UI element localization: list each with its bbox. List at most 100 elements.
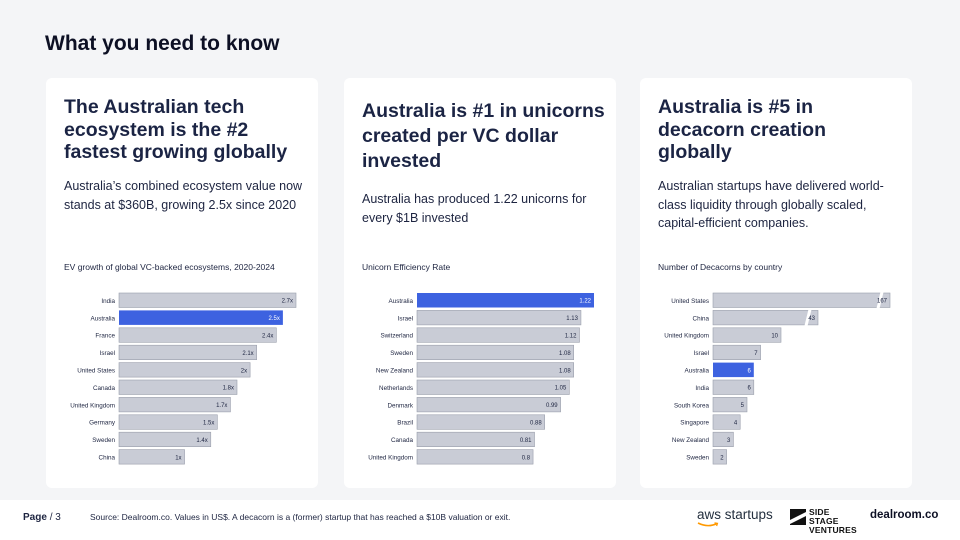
data-label-australia: 1.22 — [579, 299, 591, 305]
category-label-china: China — [99, 454, 116, 461]
category-label-new-zealand: New Zealand — [672, 437, 710, 444]
data-label-israel: 7 — [754, 351, 758, 357]
category-label-new-zealand: New Zealand — [376, 367, 414, 374]
bar-germany — [118, 414, 218, 430]
category-label-canada: Canada — [391, 437, 414, 444]
chart-title: Number of Decacorns by country — [658, 262, 783, 272]
category-label-sweden: Sweden — [390, 350, 413, 357]
aws-startups-logo: aws startups — [697, 507, 773, 527]
category-label-canada: Canada — [93, 385, 116, 392]
data-label-canada: 1.8x — [223, 386, 234, 392]
category-label-india: India — [695, 385, 709, 392]
chart-title: EV growth of global VC-backed ecosystems… — [64, 262, 275, 272]
data-label-israel: 1.13 — [566, 316, 578, 322]
bar-china — [712, 310, 819, 326]
bar-sweden — [118, 431, 212, 447]
data-label-india: 2.7x — [282, 299, 293, 305]
page-label: Page — [23, 512, 47, 523]
category-label-united-kingdom: United Kingdom — [368, 454, 413, 461]
dealroom-logo: dealroom.co — [870, 509, 939, 521]
card-heading: The Australian tech ecosystem is the #2 … — [64, 96, 288, 163]
bar-united-kingdom — [416, 449, 534, 465]
data-label-sweden: 2 — [720, 455, 724, 461]
data-label-united-kingdom: 10 — [771, 333, 778, 339]
category-label-united-states: United States — [77, 367, 115, 374]
card-body: Australia’s combined ecosystem value now… — [64, 179, 303, 212]
category-label-france: France — [95, 333, 115, 340]
bar-denmark — [416, 397, 561, 413]
ev-growth-chart: India 2.7x Australia 2.5x France 2.4x Israel 2.… — [70, 292, 297, 465]
category-label-australia: Australia — [389, 298, 414, 305]
category-label-united-states: United States — [671, 298, 709, 305]
data-label-sweden: 1.08 — [559, 351, 571, 357]
bar-australia — [713, 362, 754, 378]
side-stage-mark-icon — [790, 509, 806, 525]
bar-australia — [417, 293, 594, 308]
card-heading: Australia is #1 in unicorns created per … — [362, 100, 605, 172]
bar-new-zealand — [416, 362, 574, 378]
category-label-singapore: Singapore — [680, 420, 709, 427]
category-label-australia: Australia — [91, 315, 116, 322]
category-label-israel: Israel — [100, 350, 115, 357]
data-label-new-zealand: 1.08 — [559, 368, 571, 374]
card-body: Australia has produced 1.22 unicorns for… — [362, 192, 587, 225]
category-label-united-kingdom: United Kingdom — [664, 333, 709, 340]
card-decacorns: Australia is #5 in decacorn creation glo… — [640, 78, 912, 488]
data-label-germany: 1.5x — [203, 420, 214, 426]
data-label-israel: 2.1x — [242, 351, 253, 357]
bar-sweden — [416, 344, 574, 360]
data-label-australia: 2.5x — [269, 316, 280, 322]
page-suffix: / 3 — [49, 512, 61, 523]
source-note: Source: Dealroom.co. Values in US$. A de… — [90, 512, 511, 522]
logo-ss-line1: SIDE STAGE — [809, 507, 839, 526]
bar-israel — [712, 344, 761, 360]
axis-break-united-states — [876, 291, 884, 309]
bar-sweden — [712, 449, 727, 465]
logo-ss-line2: VENTURES — [809, 525, 857, 535]
category-label-sweden: Sweden — [92, 437, 115, 444]
category-label-brazil: Brazil — [397, 420, 413, 427]
footer: Page / 3 Source: Dealroom.co. Values in … — [0, 500, 960, 540]
data-label-singapore: 4 — [734, 420, 738, 426]
card-ecosystem-growth: The Australian tech ecosystem is the #2 … — [46, 78, 318, 488]
data-label-canada: 0.81 — [520, 438, 532, 444]
data-label-switzerland: 1.12 — [565, 333, 577, 339]
bar-israel — [416, 310, 582, 326]
data-label-united-states: 2x — [241, 368, 247, 374]
bar-canada — [416, 431, 535, 447]
unicorn-efficiency-chart: Australia 1.22 Israel 1.13 Switzerland 1.12 Sw… — [368, 293, 594, 465]
category-label-china: China — [693, 315, 710, 322]
page-title: What you need to know — [45, 32, 280, 55]
data-label-south-korea: 5 — [741, 403, 745, 409]
bar-france — [118, 327, 277, 343]
aws-smile-icon — [697, 522, 719, 527]
card-unicorn-efficiency: Australia is #1 in unicorns created per … — [344, 78, 616, 488]
category-label-australia: Australia — [685, 367, 710, 374]
category-label-united-kingdom: United Kingdom — [70, 402, 115, 409]
data-label-netherlands: 1.05 — [555, 386, 567, 392]
bar-united-kingdom — [118, 397, 231, 413]
bar-india — [118, 292, 297, 308]
data-label-france: 2.4x — [262, 333, 273, 339]
category-label-denmark: Denmark — [387, 402, 413, 409]
card-heading: Australia is #5 in decacorn creation glo… — [658, 96, 826, 163]
data-label-sweden: 1.4x — [196, 438, 207, 444]
bar-israel — [118, 344, 257, 360]
bar-new-zealand — [712, 431, 734, 447]
category-label-sweden: Sweden — [686, 454, 709, 461]
data-label-united-kingdom: 1.7x — [216, 403, 227, 409]
bar-australia — [119, 310, 283, 325]
bar-brazil — [416, 414, 545, 430]
bar-united-states — [712, 292, 891, 308]
axis-break-china — [804, 309, 812, 327]
bar-singapore — [712, 414, 741, 430]
bar-south-korea — [712, 397, 748, 413]
category-label-netherlands: Netherlands — [379, 385, 413, 392]
side-stage-ventures-logo: SIDE STAGE VENTURES — [790, 507, 860, 535]
data-label-denmark: 0.99 — [546, 403, 558, 409]
data-label-united-kingdom: 0.8 — [522, 455, 531, 461]
category-label-india: India — [101, 298, 115, 305]
data-label-new-zealand: 3 — [727, 438, 731, 444]
category-label-israel: Israel — [398, 315, 413, 322]
